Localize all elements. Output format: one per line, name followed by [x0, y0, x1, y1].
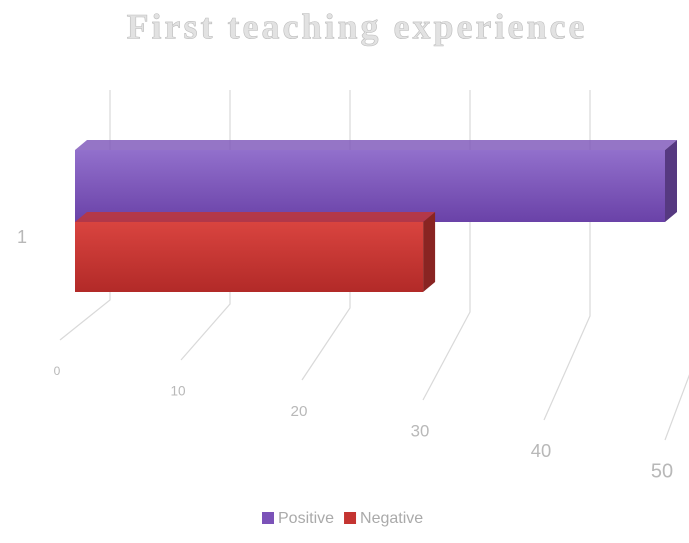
- chart-title: First teaching experience: [127, 6, 588, 46]
- y-tick-label: 1: [17, 227, 27, 247]
- grid-line: [543, 90, 591, 421]
- x-tick-label: 0: [54, 364, 61, 378]
- bar-top: [75, 140, 677, 150]
- grid-line: [664, 374, 689, 441]
- x-tick-label: 10: [170, 384, 186, 399]
- bar-end: [423, 212, 436, 292]
- x-tick-label: 30: [411, 421, 430, 440]
- bar: [75, 140, 677, 222]
- legend-label: Negative: [360, 510, 423, 527]
- plot-area: 0 10 20 30 40 50: [54, 90, 689, 482]
- legend-swatch: [344, 512, 357, 524]
- legend-label: Positive: [278, 510, 334, 527]
- legend-swatch: [262, 512, 274, 524]
- x-tick-label: 40: [531, 440, 551, 461]
- legend: Positive Negative: [262, 510, 423, 527]
- bar-front: [75, 222, 424, 292]
- bar-top: [75, 212, 436, 222]
- x-tick-label: 50: [651, 460, 673, 482]
- bar-end: [665, 140, 677, 222]
- x-tick-label: 20: [291, 403, 308, 420]
- bar: [75, 212, 436, 292]
- bar-front: [75, 150, 665, 222]
